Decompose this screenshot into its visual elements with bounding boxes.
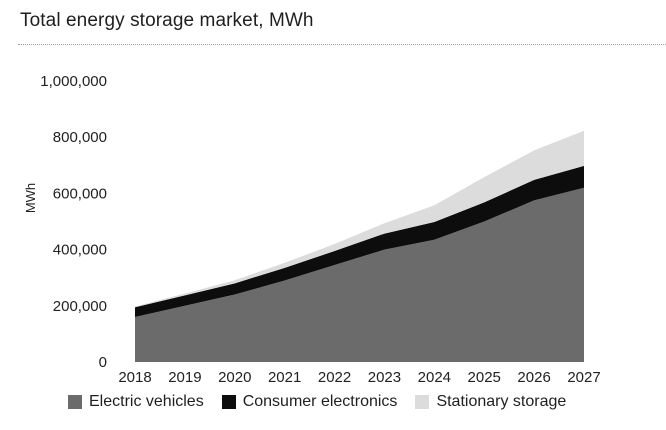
y-axis-label: MWh [23,183,38,213]
x-tick-label: 2022 [318,369,351,386]
x-tick-label: 2025 [468,369,501,386]
chart-legend: Electric vehicles Consumer electronics Sta… [68,393,566,411]
x-tick-label: 2023 [368,369,401,386]
x-tick-label: 2018 [118,369,151,386]
chart-title: Total energy storage market, MWh [20,10,314,31]
y-axis-ticks: 0 200,000 400,000 600,000 800,000 1,000,000 [40,73,107,371]
area-series-electric-vehicles [135,187,584,362]
legend-swatch [415,395,430,409]
title-divider [18,44,666,45]
x-tick-label: 2027 [567,369,600,386]
y-tick-label: 400,000 [53,242,107,259]
x-tick-label: 2019 [168,369,201,386]
y-tick-label: 600,000 [53,185,107,202]
area-series-consumer-electronics [135,165,584,318]
legend-item-consumer-electronics: Consumer electronics [221,393,398,411]
area-series-group [135,130,584,362]
legend-label: Consumer electronics [242,393,398,410]
x-tick-label: 2026 [517,369,550,386]
x-tick-label: 2020 [218,369,251,386]
y-tick-label: 0 [99,354,107,371]
legend-swatch [221,395,236,409]
legend-swatch [68,395,82,409]
legend-item-electric-vehicles: Electric vehicles [68,393,204,411]
legend-item-stationary-storage: Stationary storage [415,393,566,411]
x-tick-label: 2021 [268,369,301,386]
x-axis-ticks: 2018 2019 2020 2021 2022 2023 2024 2025 2026 2027 [118,369,600,386]
legend-label: Stationary storage [436,393,567,410]
y-tick-label: 800,000 [53,129,107,146]
y-tick-label: 200,000 [53,298,107,315]
legend-label: Electric vehicles [89,393,204,410]
x-tick-label: 2024 [418,369,451,386]
y-tick-label: 1,000,000 [40,73,107,90]
